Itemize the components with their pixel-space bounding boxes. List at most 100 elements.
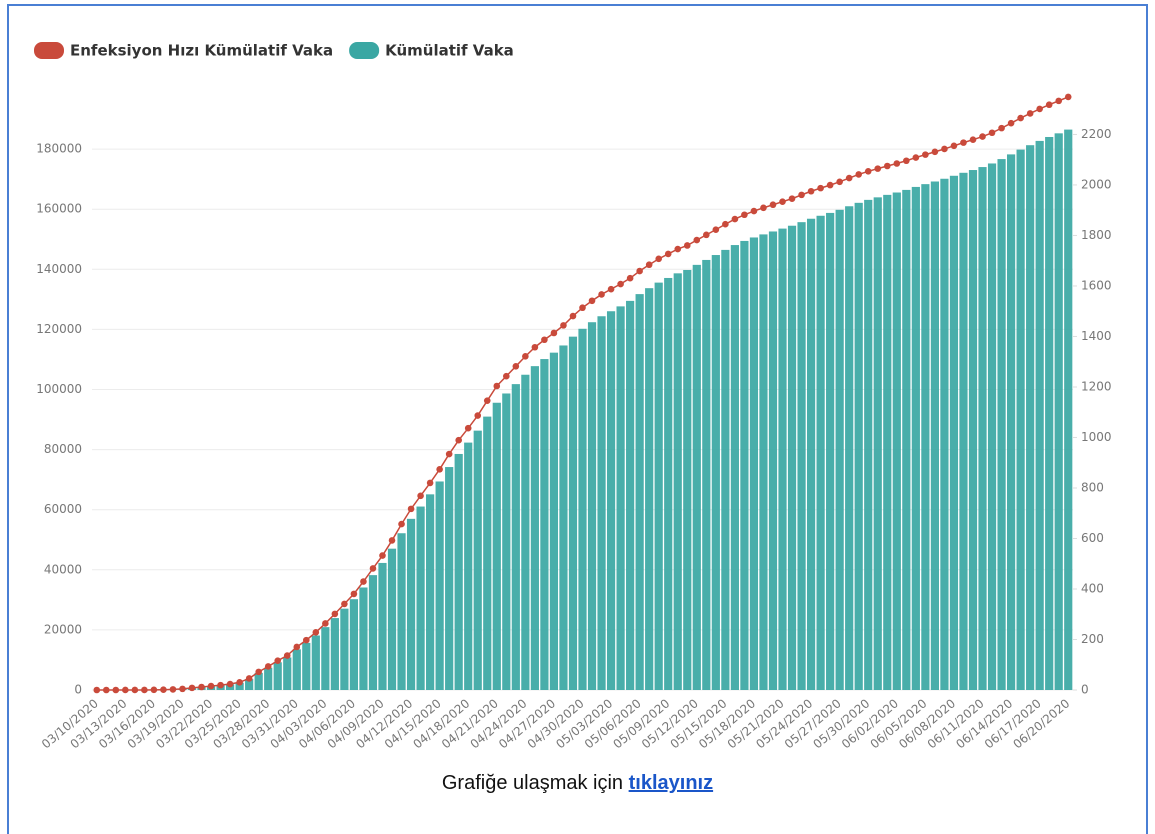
line-point — [817, 185, 824, 192]
line-point — [360, 578, 367, 585]
caption-link[interactable]: tıklayınız — [629, 772, 713, 794]
bar — [550, 353, 558, 690]
line-point — [751, 208, 758, 215]
bar — [636, 294, 644, 690]
line-point — [951, 142, 958, 149]
bar — [1026, 145, 1034, 690]
line-point — [836, 179, 843, 186]
bar — [864, 200, 872, 690]
bar — [559, 345, 567, 690]
bar — [845, 206, 853, 690]
bar — [826, 213, 834, 690]
bar — [817, 216, 825, 690]
line-point — [693, 237, 700, 244]
y-tick-label: 180000 — [36, 142, 82, 156]
bar — [959, 173, 967, 690]
bar — [645, 288, 653, 690]
line-point — [189, 685, 196, 692]
bar — [340, 609, 348, 690]
bar — [483, 417, 491, 690]
line-point — [303, 637, 310, 644]
line-point — [598, 291, 605, 298]
bar — [331, 618, 339, 690]
line-point — [703, 232, 710, 239]
line-point — [865, 168, 872, 175]
bar — [655, 283, 663, 690]
line-point — [322, 620, 329, 627]
line-point — [798, 192, 805, 199]
bar — [359, 588, 367, 690]
y2-tick-label: 1800 — [1081, 228, 1112, 242]
bar — [893, 193, 901, 690]
bar — [512, 384, 520, 690]
bar — [397, 533, 405, 690]
bar — [607, 311, 615, 690]
y2-tick-label: 1400 — [1081, 329, 1112, 343]
line-point — [255, 669, 262, 676]
line-point — [579, 304, 586, 311]
bar — [378, 563, 386, 690]
line-point — [903, 157, 910, 164]
line-point — [332, 611, 339, 618]
line-point — [913, 154, 920, 161]
bar — [978, 167, 986, 690]
line-point — [293, 644, 300, 651]
y2-tick-label: 2200 — [1081, 127, 1112, 141]
y-tick-label: 60000 — [44, 502, 82, 516]
bar — [493, 403, 501, 690]
line-point — [541, 336, 548, 343]
bar — [940, 179, 948, 690]
bar — [255, 673, 263, 690]
bar — [931, 181, 939, 690]
y2-tick-label: 1000 — [1081, 430, 1112, 444]
y2-tick-label: 0 — [1081, 683, 1089, 697]
line-point — [589, 297, 596, 304]
line-point — [960, 139, 967, 146]
line-point — [217, 682, 224, 689]
line-point — [998, 125, 1005, 132]
line-point — [1065, 94, 1072, 101]
line-point — [313, 629, 320, 636]
line-point — [741, 211, 748, 218]
legend-label: Enfeksiyon Hızı Kümülatif Vaka — [70, 42, 333, 60]
line-point — [855, 171, 862, 178]
y2-tick-label: 1600 — [1081, 278, 1112, 292]
bar — [312, 636, 320, 690]
bar — [302, 643, 310, 690]
line-point — [198, 684, 205, 691]
line-point — [789, 195, 796, 202]
bar — [436, 481, 444, 690]
line-point — [874, 165, 881, 172]
bar — [626, 301, 634, 690]
bar — [617, 306, 625, 690]
bar — [1045, 137, 1053, 690]
line-point — [970, 136, 977, 143]
line-point — [941, 146, 948, 153]
bar — [264, 668, 272, 690]
line-point — [989, 129, 996, 136]
bar — [578, 329, 586, 690]
bar — [969, 170, 977, 690]
y2-tick-label: 600 — [1081, 531, 1104, 545]
bar — [674, 273, 682, 690]
bar — [569, 337, 577, 690]
line-point — [503, 373, 510, 380]
line-point — [274, 657, 281, 664]
bar — [369, 575, 377, 690]
bar — [416, 507, 424, 690]
bar — [997, 159, 1005, 690]
bar — [274, 662, 282, 690]
line-point — [389, 537, 396, 544]
line-point — [570, 313, 577, 320]
line-point — [608, 286, 615, 293]
line-point — [627, 275, 634, 282]
line-point — [827, 182, 834, 189]
line-point — [1055, 98, 1062, 105]
line-point — [398, 521, 405, 528]
y-tick-label: 0 — [74, 683, 82, 697]
bar — [388, 549, 396, 690]
line-point — [170, 686, 177, 693]
legend-swatch — [34, 42, 64, 59]
line-point — [179, 686, 186, 693]
line-point — [417, 493, 424, 500]
